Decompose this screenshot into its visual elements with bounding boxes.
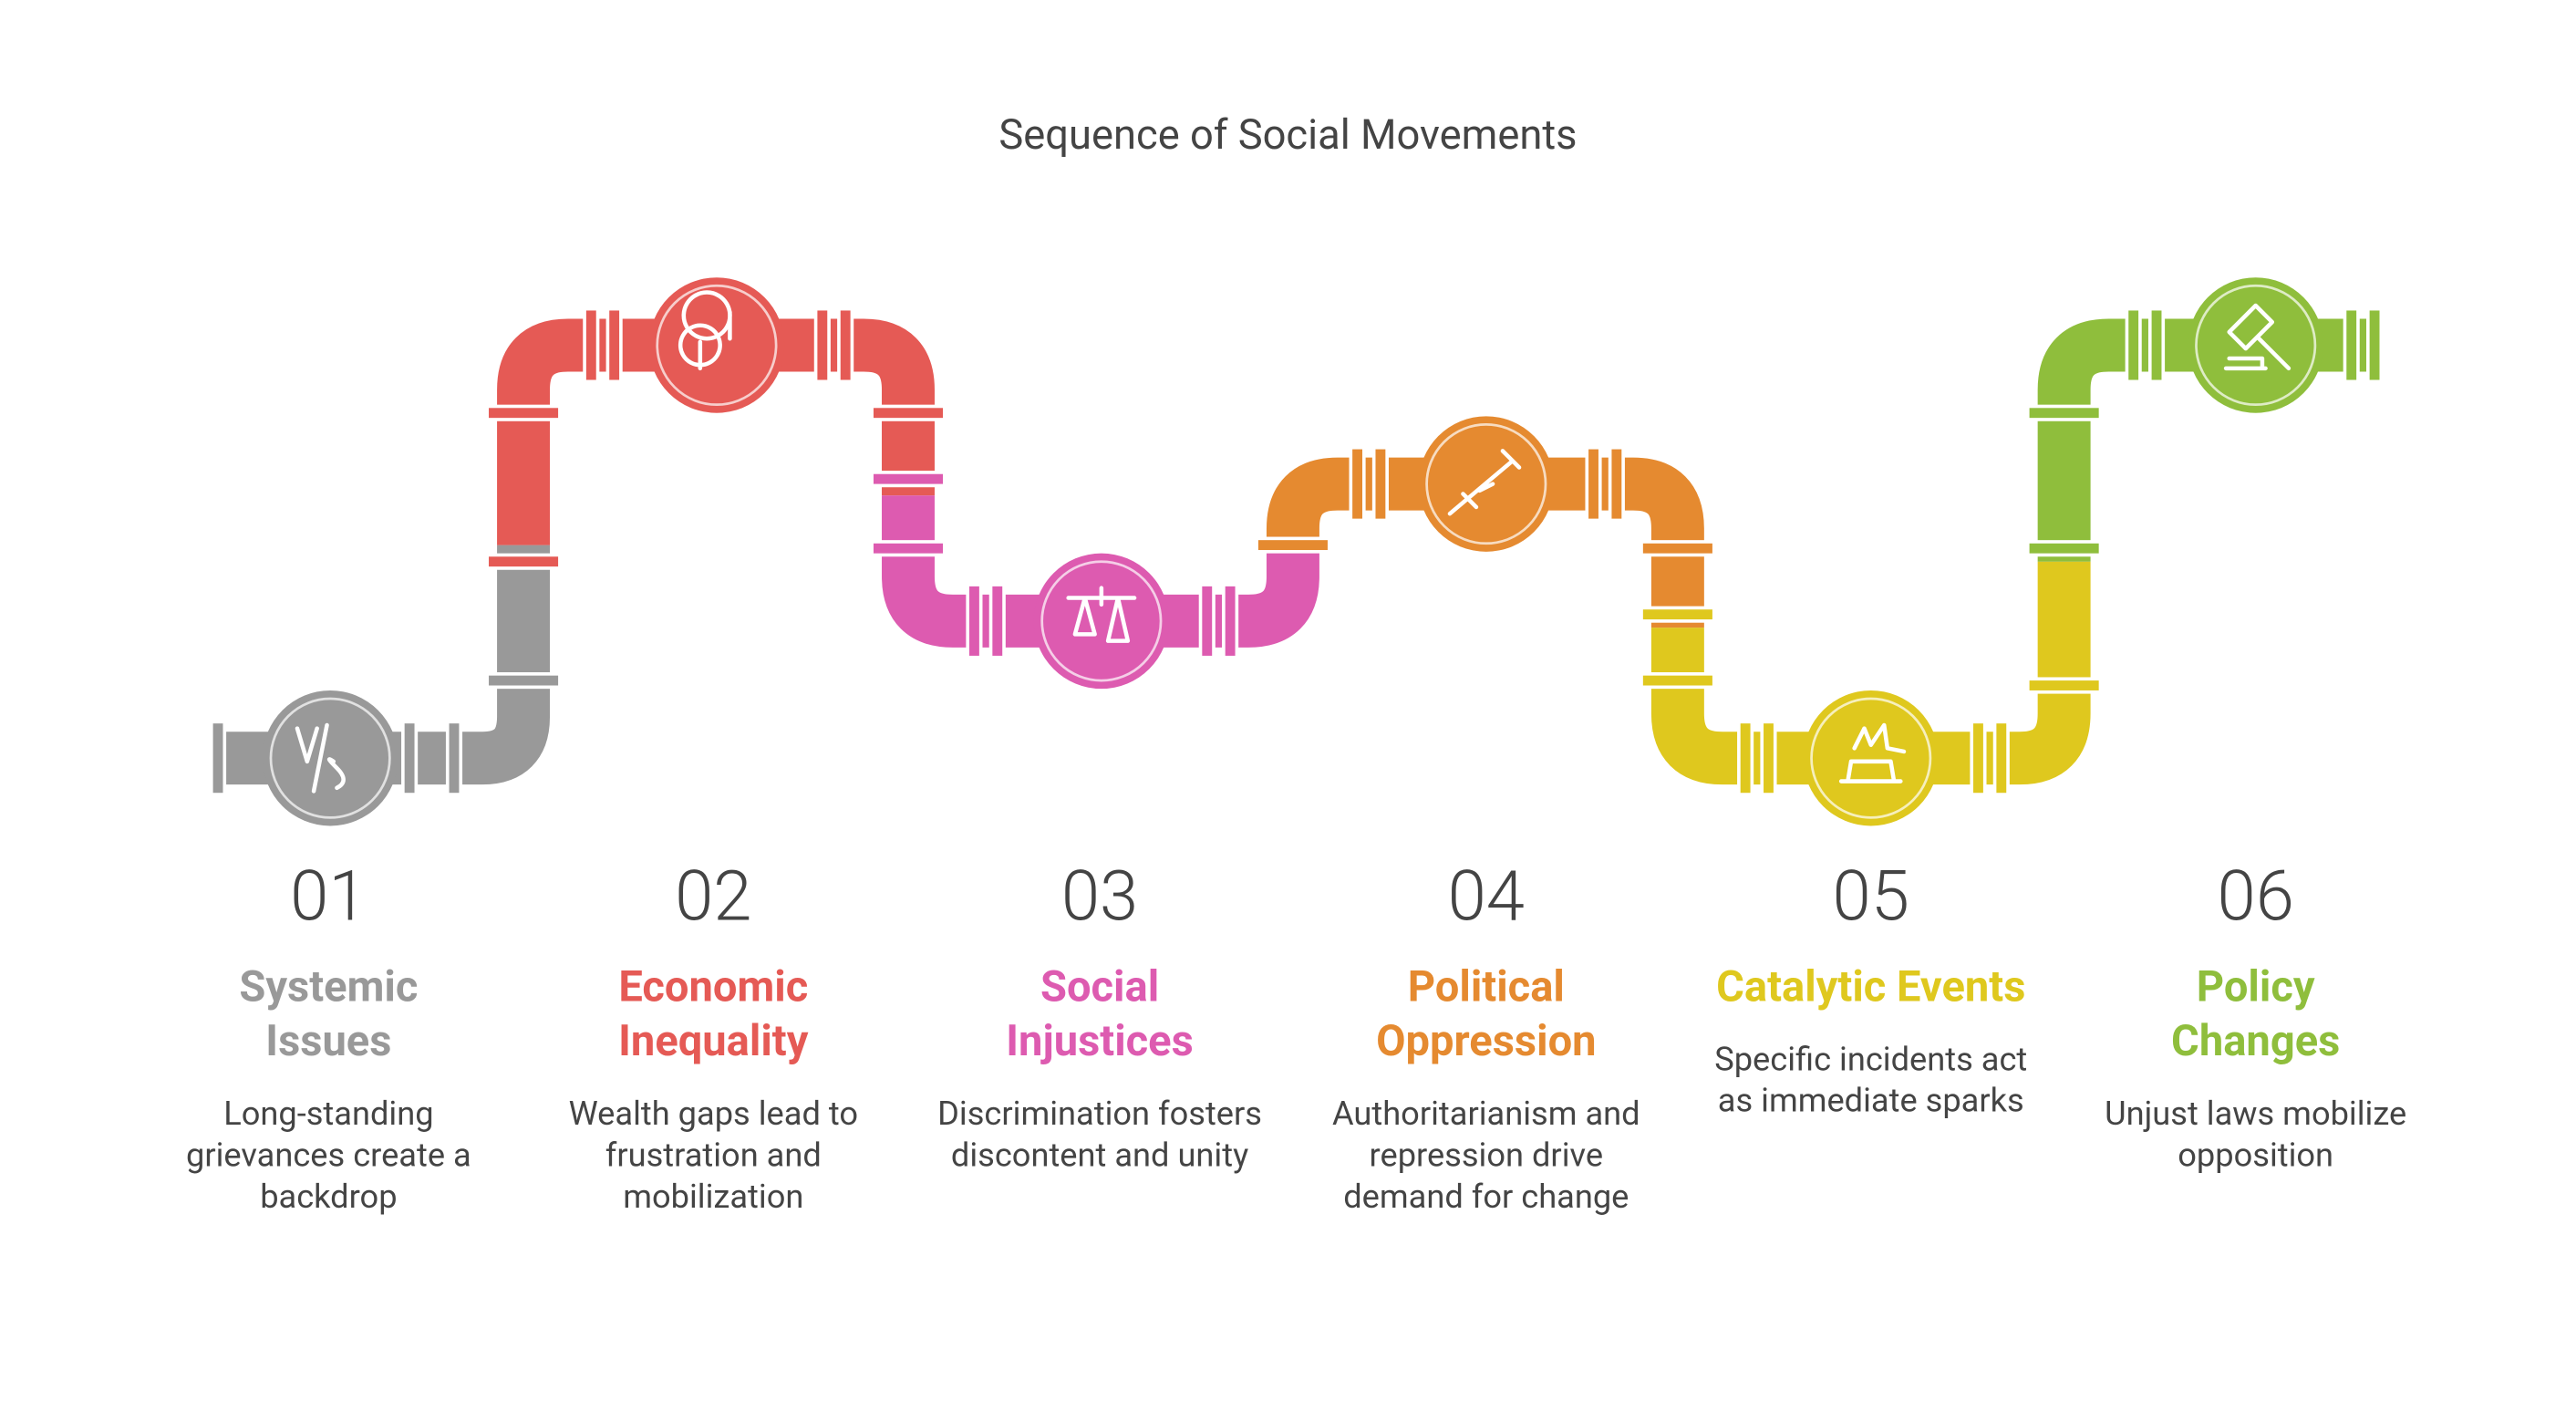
pipe-flange <box>1349 445 1366 523</box>
step-title: Catalytic Events <box>1716 962 2026 1013</box>
icon-ring <box>269 697 391 819</box>
icon-ring <box>656 284 778 407</box>
icon-glyph <box>2223 303 2292 371</box>
icon-ring <box>1040 560 1163 682</box>
pipe-flange <box>485 553 562 570</box>
step-title: Economic Inequality <box>618 962 809 1067</box>
pipe-flange <box>401 720 419 796</box>
icon-ring <box>1810 697 1932 819</box>
pipe <box>214 545 551 785</box>
step-title: Systemic Issues <box>239 962 419 1067</box>
step-description: Discrimination fosters discontent and un… <box>937 1093 1262 1175</box>
step: 02 Economic Inequality Wealth gaps lead to… <box>515 856 912 1218</box>
pipe-flange <box>1585 445 1602 523</box>
icon-circle <box>1033 553 1170 690</box>
pipe-flange <box>1640 672 1716 690</box>
pipe-flange <box>1198 583 1216 659</box>
pipe-flange <box>1640 606 1716 623</box>
step: 03 Social Injustices Discrimination foster… <box>902 856 1298 1176</box>
step-number: 03 <box>1060 856 1139 939</box>
step: 04 Political Oppression Authoritarianism a… <box>1288 856 1685 1218</box>
pipe-flange <box>445 720 463 796</box>
pipe-flange <box>2025 540 2103 557</box>
step-description: Wealth gaps lead to frustration and mobi… <box>568 1093 859 1216</box>
step-number: 06 <box>2217 856 2294 939</box>
pipe-flange <box>1737 720 1754 796</box>
step-title: Political Oppression <box>1376 962 1597 1067</box>
diagram-title: Sequence of Social Movements <box>998 112 1578 161</box>
icon-glyph <box>1838 722 1907 784</box>
pipe-flange <box>2025 404 2103 421</box>
step-icon <box>262 690 398 826</box>
pipe-flange <box>485 404 562 421</box>
step-number: 02 <box>675 856 752 939</box>
step-icon <box>648 277 785 413</box>
step-icon <box>1418 416 1555 552</box>
icon-ring <box>2195 284 2317 407</box>
pipe-flange <box>870 404 947 421</box>
step-icon <box>1033 553 1170 690</box>
step-number: 05 <box>1832 856 1909 939</box>
icon-ring <box>1425 423 1547 545</box>
pipe-flange <box>1371 445 1389 523</box>
icon-glyph <box>1066 586 1137 643</box>
step: 01 Systemic Issues Long-standing grievance… <box>130 856 527 1218</box>
pipe-flange <box>1608 445 1625 523</box>
pipe-flange <box>1222 583 1239 659</box>
pipe-flange <box>837 306 854 384</box>
step-title: Policy Changes <box>2171 962 2341 1067</box>
pipe-flange <box>1255 536 1331 554</box>
pipe-flange <box>2125 306 2142 384</box>
pipe-flange <box>1992 720 2010 796</box>
step-description: Unjust laws mobilize opposition <box>2105 1093 2407 1175</box>
step-description: Specific incidents act as immediate spar… <box>1714 1039 2028 1120</box>
step-icon <box>2188 277 2323 413</box>
icon-glyph <box>678 290 732 371</box>
pipe-flange <box>1640 540 1716 557</box>
icon-circle <box>2188 277 2323 413</box>
pipe-flange <box>2343 306 2360 384</box>
icon-circle <box>648 277 785 413</box>
icon-circle <box>1803 690 1939 826</box>
pipe-flange <box>209 720 227 796</box>
pipe <box>2037 318 2378 562</box>
pipe-flange <box>605 306 623 384</box>
icon-glyph <box>1447 449 1522 516</box>
step: 06 Policy Changes Unjust laws mobilize opp… <box>2057 856 2454 1176</box>
pipe-flange <box>2366 306 2384 384</box>
icon-glyph <box>295 722 346 794</box>
pipe-flange <box>2147 306 2166 384</box>
step-title: Social Injustices <box>1006 962 1194 1067</box>
pipe-flange <box>813 306 831 384</box>
step-number: 04 <box>1447 856 1525 939</box>
step: 05 Catalytic Events Specific incidents act… <box>1672 856 2069 1122</box>
pipe-flange <box>583 306 600 384</box>
pipe-flange <box>870 540 947 557</box>
pipe-flange <box>988 583 1006 659</box>
step-description: Long-standing grievances create a backdr… <box>185 1093 471 1216</box>
pipe-flange <box>1760 720 1777 796</box>
pipe-flange <box>2025 677 2103 694</box>
step-description: Authoritarianism and repression drive de… <box>1331 1093 1640 1216</box>
step-number: 01 <box>290 856 367 939</box>
pipe-flange <box>485 672 562 690</box>
pipe-flange <box>1970 720 1987 796</box>
step-icon <box>1803 690 1939 826</box>
pipe-flange <box>966 583 983 659</box>
pipe-flange <box>870 471 947 488</box>
